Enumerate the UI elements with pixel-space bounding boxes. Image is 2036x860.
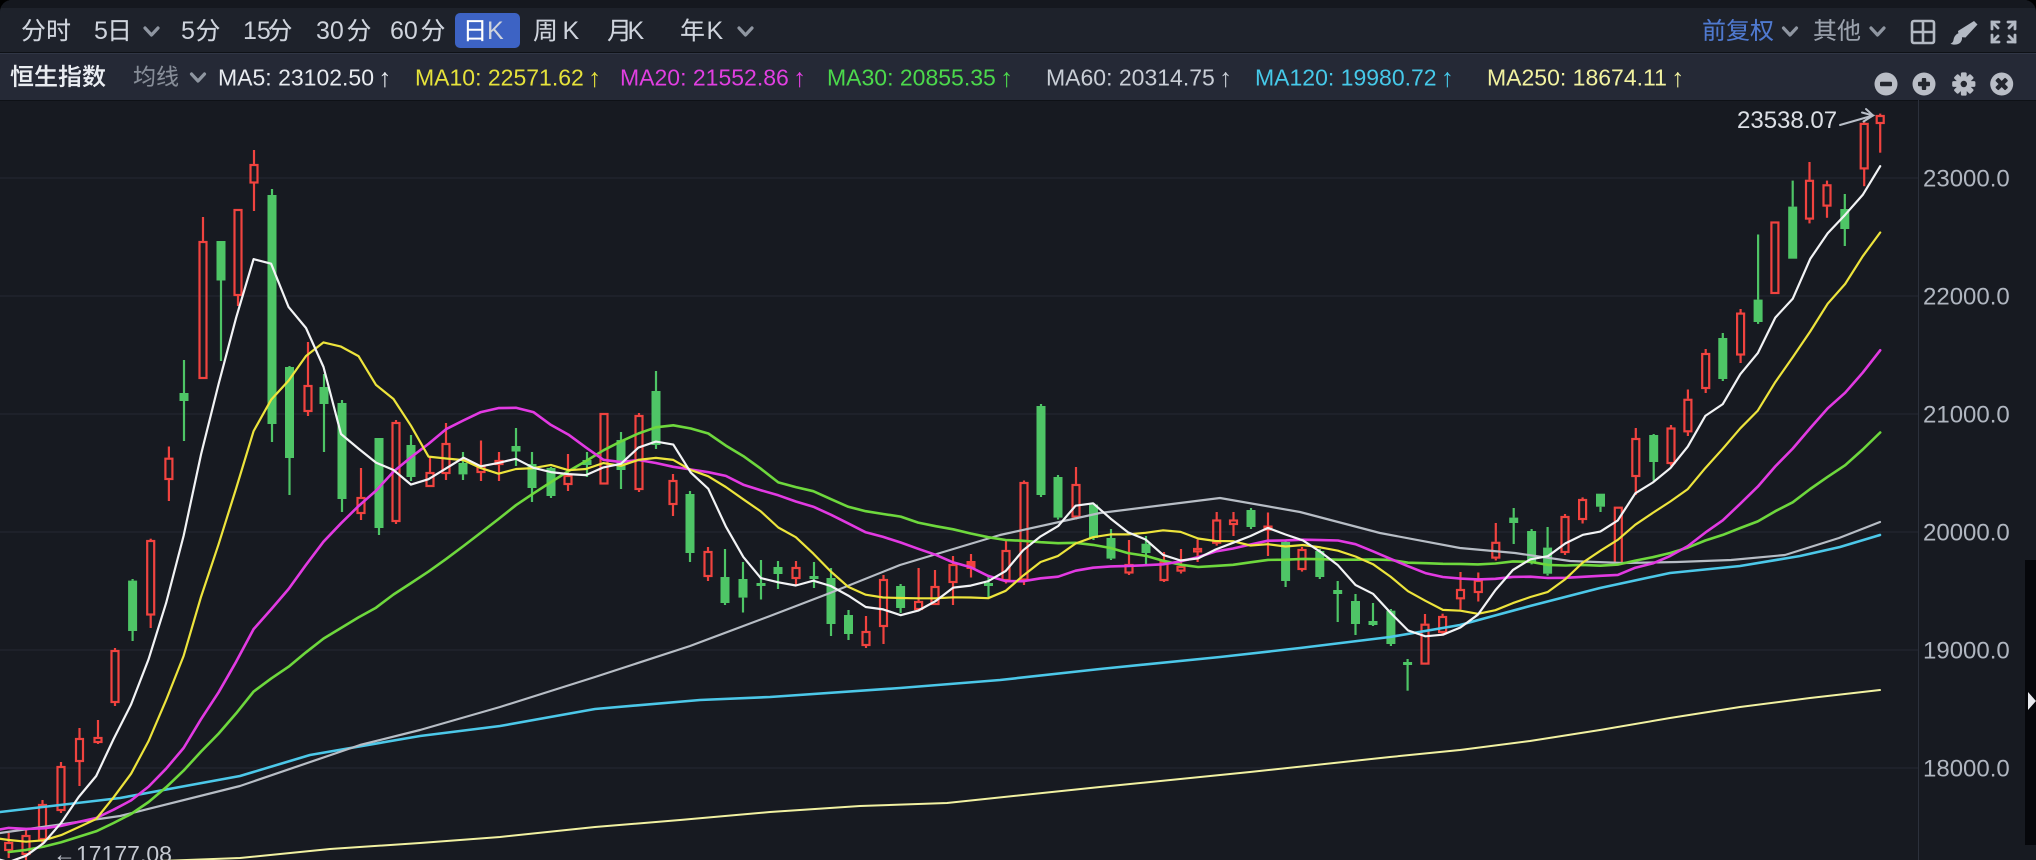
svg-text:K: K [563,17,580,45]
svg-text:←17177.08: ←17177.08 [53,841,172,860]
svg-text:20000.0: 20000.0 [1923,520,2010,547]
svg-text:MA30: 20855.35 ↑: MA30: 20855.35 ↑ [827,63,1013,93]
svg-text:30: 30 [316,17,344,45]
svg-text:23538.07: 23538.07 [1737,107,1837,134]
svg-text:MA5: 23102.50 ↑: MA5: 23102.50 ↑ [218,63,391,93]
svg-text:5: 5 [181,17,195,45]
svg-text:19000.0: 19000.0 [1923,638,2010,665]
svg-text:K: K [487,17,504,45]
svg-text:K: K [628,17,645,45]
svg-text:22000.0: 22000.0 [1923,284,2010,311]
svg-text:60: 60 [390,17,418,45]
svg-text:MA120: 19980.72 ↑: MA120: 19980.72 ↑ [1255,63,1454,93]
svg-text:MA10: 22571.62 ↑: MA10: 22571.62 ↑ [415,63,601,93]
svg-text:21000.0: 21000.0 [1923,402,2010,429]
svg-text:K: K [707,17,724,45]
svg-text:5: 5 [94,17,108,45]
svg-text:MA60: 20314.75 ↑: MA60: 20314.75 ↑ [1046,63,1232,93]
svg-text:MA250: 18674.11 ↑: MA250: 18674.11 ↑ [1487,63,1684,93]
svg-text:15: 15 [243,17,271,45]
svg-text:MA20: 21552.86 ↑: MA20: 21552.86 ↑ [620,63,806,93]
svg-text:23000.0: 23000.0 [1923,166,2010,193]
svg-text:18000.0: 18000.0 [1923,756,2010,783]
